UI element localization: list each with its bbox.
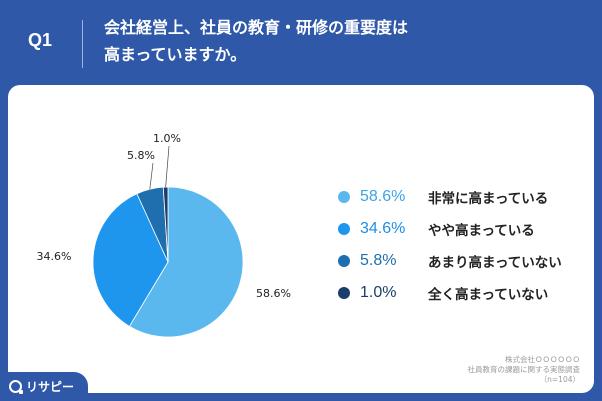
question-title-line2: 高まっていますか。 <box>104 45 247 64</box>
legend-item: 58.6% 非常に高まっている <box>338 181 598 213</box>
legend: 58.6% 非常に高まっている 34.6% やや高まっている 5.8% あまり高… <box>338 181 598 309</box>
source-note: 株式会社ＯＯＯＯＯＯ 社員教育の課題に関する実態調査 （n=104） <box>468 355 581 385</box>
pie-slice <box>92 193 169 327</box>
pie-chart: 58.6% 34.6% 5.8% 1.0% <box>37 132 291 338</box>
data-label: 34.6% <box>37 250 72 263</box>
brand-name: リサピー <box>26 380 75 394</box>
question-number: Q1 <box>28 30 53 50</box>
question-title-line1: 会社経営上、社員の教育・研修の重要度は <box>104 18 409 37</box>
source-sample-size: （n=104） <box>539 375 580 384</box>
leader-line <box>165 145 170 188</box>
header-divider <box>82 20 83 68</box>
legend-dot <box>338 255 350 267</box>
data-label: 58.6% <box>256 287 291 300</box>
source-company: 株式会社ＯＯＯＯＯＯ <box>505 355 580 364</box>
legend-dot <box>338 191 350 203</box>
search-icon <box>9 380 23 394</box>
legend-label: やや高まっている <box>428 223 535 239</box>
legend-percent: 34.6% <box>360 220 406 237</box>
pie-slice <box>128 186 244 338</box>
brand-logo: リサピー <box>0 372 88 401</box>
legend-dot <box>338 223 350 235</box>
legend-item: 1.0% 全く高まっていない <box>338 277 598 309</box>
legend-label: あまり高まっていない <box>428 255 562 271</box>
leader-line <box>149 162 154 190</box>
legend-percent: 1.0% <box>360 284 397 301</box>
question-title: 会社経営上、社員の教育・研修の重要度は 高まっていますか。 <box>104 14 584 68</box>
legend-item: 34.6% やや高まっている <box>338 213 598 245</box>
legend-percent: 58.6% <box>360 188 406 205</box>
legend-label: 全く高まっていない <box>428 287 549 303</box>
source-survey: 社員教育の課題に関する実態調査 <box>467 365 581 374</box>
legend-item: 5.8% あまり高まっていない <box>338 245 598 277</box>
legend-label: 非常に高まっている <box>428 191 549 207</box>
data-label: 5.8% <box>127 149 155 162</box>
legend-percent: 5.8% <box>360 252 397 269</box>
chart-card: 58.6% 34.6% 5.8% 1.0% 58.6% 非常に高まっている 34.6%… <box>8 85 594 393</box>
data-label: 1.0% <box>153 132 181 145</box>
header: Q1 会社経営上、社員の教育・研修の重要度は 高まっていますか。 <box>0 0 602 84</box>
legend-dot <box>338 287 350 299</box>
